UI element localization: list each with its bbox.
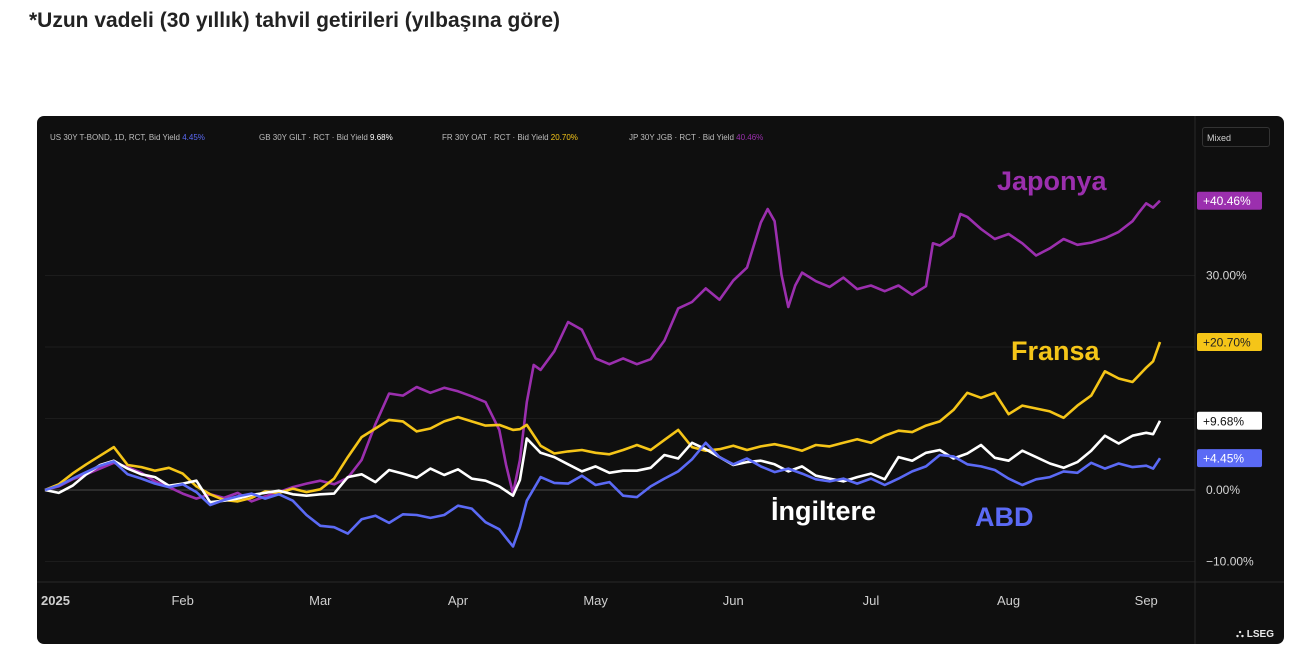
series-line-abd (44, 441, 1162, 548)
scale-mode-button[interactable]: Mixed (1202, 127, 1270, 147)
x-tick-label: Mar (309, 593, 332, 608)
brand-mark: ⛬ LSEG (1236, 628, 1274, 641)
page-title: *Uzun vadeli (30 yıllık) tahvil getirile… (29, 9, 560, 32)
last-value-badge (1197, 332, 1262, 351)
series-line-i̇ngiltere (44, 420, 1162, 504)
series-annotations: Japonya Fransa İngiltere ABD (771, 166, 1108, 532)
y-tick-label: 0.00% (1206, 483, 1240, 497)
annotation-i̇ngiltere: İngiltere (771, 496, 876, 526)
lseg-logo-icon: ⛬ (1236, 628, 1244, 640)
x-tick-label: 2025 (41, 593, 70, 608)
x-tick-label: May (583, 593, 608, 608)
chart-svg: US 30Y T-BOND, 1D, RCT, Bid Yield 4.45% G… (37, 116, 1284, 644)
x-tick-label: Feb (171, 593, 193, 608)
chart-legend: US 30Y T-BOND, 1D, RCT, Bid Yield 4.45% G… (50, 133, 763, 142)
series-layer (44, 199, 1162, 548)
last-value-label: +40.46% (1203, 194, 1251, 208)
grid-layer (45, 275, 1195, 562)
x-tick-label: Apr (448, 593, 469, 608)
x-axis: 2025 Feb Mar Apr May Jun Jul Aug Sep (41, 593, 1158, 608)
last-value-badge (1197, 411, 1262, 430)
legend-entry[interactable]: US 30Y T-BOND, 1D, RCT, Bid Yield 4.45% (50, 133, 205, 142)
last-value-badge (1197, 449, 1262, 468)
annotation-japonya: Japonya (997, 166, 1108, 196)
x-tick-label: Jul (863, 593, 880, 608)
chart-panel: US 30Y T-BOND, 1D, RCT, Bid Yield 4.45% G… (37, 116, 1284, 644)
last-value-label: +9.68% (1203, 414, 1244, 428)
legend-entry[interactable]: GB 30Y GILT · RCT · Bid Yield 9.68% (259, 133, 393, 142)
x-tick-label: Aug (997, 593, 1020, 608)
series-line-japonya (44, 199, 1161, 503)
last-value-label: +20.70% (1203, 335, 1251, 349)
last-value-label: +4.45% (1203, 452, 1244, 466)
y-tick-label: −10.00% (1206, 555, 1254, 569)
last-value-badge (1197, 191, 1262, 210)
x-tick-label: Jun (723, 593, 744, 608)
annotation-abd: ABD (975, 502, 1034, 532)
brand-name: LSEG (1246, 629, 1274, 640)
annotation-fransa: Fransa (1011, 336, 1101, 366)
legend-entry[interactable]: JP 30Y JGB · RCT · Bid Yield 40.46% (629, 133, 763, 142)
series-line-fransa (44, 341, 1162, 503)
y-axis: 30.00% 0.00% −10.00% +40.46% +20.70% +9.68% +4… (1197, 191, 1262, 569)
x-tick-label: Sep (1135, 593, 1158, 608)
y-tick-label: 30.00% (1206, 269, 1247, 283)
legend-entry[interactable]: FR 30Y OAT · RCT · Bid Yield 20.70% (442, 133, 578, 142)
